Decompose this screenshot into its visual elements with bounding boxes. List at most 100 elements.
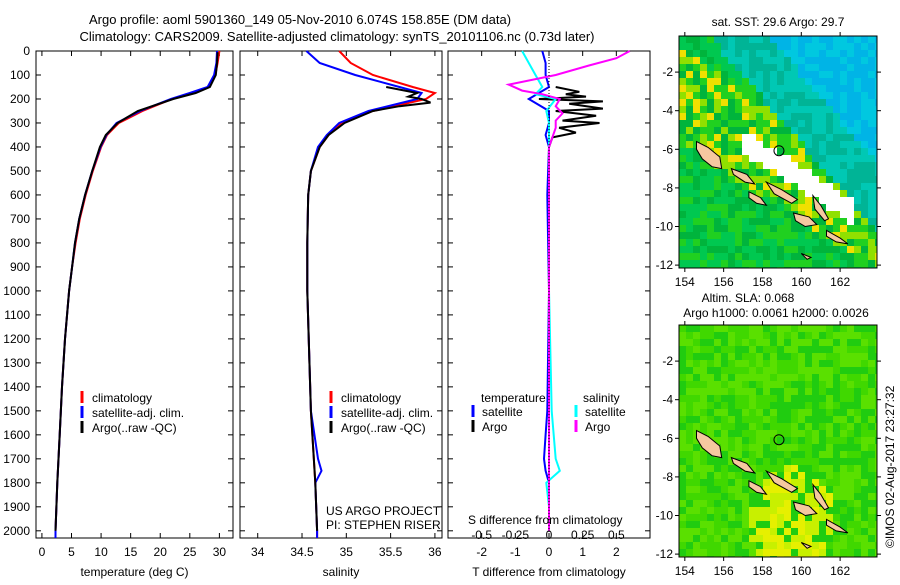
- map-cell: [728, 204, 735, 211]
- map-cell: [861, 353, 868, 360]
- map-cell: [798, 367, 805, 374]
- map-cell: [770, 346, 777, 353]
- map-cell: [826, 549, 833, 556]
- map-cell: [700, 50, 707, 57]
- map-cell: [791, 465, 798, 472]
- map-cell: [791, 367, 798, 374]
- map-cell: [833, 113, 840, 120]
- map-cell: [826, 486, 833, 493]
- map-cell: [714, 409, 721, 416]
- map-cell: [840, 346, 847, 353]
- map-cell: [756, 514, 763, 521]
- map-cell: [854, 409, 861, 416]
- x-tick-label: 36: [428, 545, 442, 559]
- map-cell: [875, 71, 877, 78]
- map-cell: [714, 542, 721, 549]
- map-cell: [805, 451, 812, 458]
- map-cell: [854, 57, 861, 64]
- x-tick-label: 34: [251, 545, 265, 559]
- map-cell: [812, 367, 819, 374]
- map-cell: [868, 339, 875, 346]
- map-cell: [728, 85, 735, 92]
- map-cell: [812, 416, 819, 423]
- map-cell: [826, 437, 833, 444]
- map-cell: [861, 360, 868, 367]
- map-cell: [770, 176, 777, 183]
- map-cell: [861, 148, 868, 155]
- map-cell: [749, 246, 756, 253]
- map-cell: [784, 113, 791, 120]
- map-cell: [840, 113, 847, 120]
- map-cell: [812, 92, 819, 99]
- map-cell: [742, 367, 749, 374]
- map-cell: [679, 402, 686, 409]
- map-cell: [784, 339, 791, 346]
- y-tick-label: 700: [10, 212, 30, 226]
- map-cell: [742, 472, 749, 479]
- map-cell: [749, 346, 756, 353]
- map-cell: [700, 409, 707, 416]
- map-cell: [875, 253, 877, 260]
- map-cell: [686, 239, 693, 246]
- map-cell: [742, 36, 749, 43]
- map-cell: [861, 141, 868, 148]
- map-cell: [742, 332, 749, 339]
- map-cell: [812, 253, 819, 260]
- map-cell: [686, 437, 693, 444]
- map-cell: [679, 332, 686, 339]
- map-cell: [854, 99, 861, 106]
- map-cell: [693, 92, 700, 99]
- map-cell: [763, 374, 770, 381]
- map-cell: [777, 92, 784, 99]
- map-cell: [693, 155, 700, 162]
- legend-label: Argo(..raw -QC): [92, 421, 177, 435]
- map-cell: [875, 211, 877, 218]
- map-cell: [686, 423, 693, 430]
- map-cell: [791, 542, 798, 549]
- map-cell: [749, 332, 756, 339]
- map-cell: [721, 120, 728, 127]
- map-cell: [847, 514, 854, 521]
- map-cell: [798, 325, 805, 332]
- map-cell: [826, 99, 833, 106]
- map-cell: [707, 183, 714, 190]
- map-cell: [819, 514, 826, 521]
- map-cell: [770, 409, 777, 416]
- map-cell: [749, 183, 756, 190]
- map-cell: [686, 141, 693, 148]
- map-cell: [840, 64, 847, 71]
- map-cell: [875, 155, 877, 162]
- map-cell: [735, 85, 742, 92]
- latitude-tick-label: -10: [656, 220, 674, 234]
- map-cell: [728, 346, 735, 353]
- map-cell: [868, 402, 875, 409]
- map-cell: [854, 253, 861, 260]
- x-tick-label: 35.5: [379, 545, 403, 559]
- map-cell: [686, 197, 693, 204]
- map-cell: [861, 183, 868, 190]
- map-cell: [833, 423, 840, 430]
- map-cell: [819, 36, 826, 43]
- map-cell: [728, 458, 735, 465]
- map-cell: [854, 388, 861, 395]
- map-cell: [721, 148, 728, 155]
- map-cell: [700, 218, 707, 225]
- map-cell: [756, 416, 763, 423]
- map-cell: [875, 141, 877, 148]
- map-cell: [756, 346, 763, 353]
- map-cell: [693, 479, 700, 486]
- map-cell: [805, 211, 812, 218]
- map-cell: [763, 472, 770, 479]
- map-cell: [700, 197, 707, 204]
- map-cell: [812, 43, 819, 50]
- map-cell: [693, 416, 700, 423]
- map-cell: [707, 260, 714, 267]
- map-cell: [735, 437, 742, 444]
- map-cell: [721, 535, 728, 542]
- map-cell: [686, 218, 693, 225]
- map-cell: [770, 169, 777, 176]
- map-cell: [840, 430, 847, 437]
- map-cell: [686, 120, 693, 127]
- map-cell: [679, 141, 686, 148]
- map-cell: [826, 204, 833, 211]
